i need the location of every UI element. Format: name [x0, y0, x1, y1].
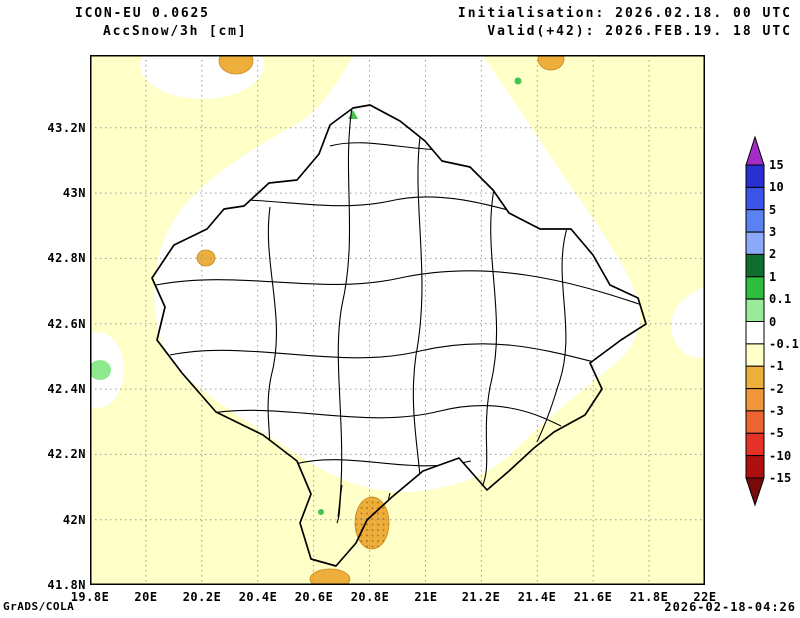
- colorbar-label: 5: [769, 203, 777, 217]
- y-tick-label: 41.8N: [47, 578, 86, 592]
- field-title: AccSnow/3h [cm]: [103, 24, 248, 39]
- colorbar-label: 0.1: [769, 292, 792, 306]
- valid-time-label: Valid(+42): 2026.FEB.19. 18 UTC: [487, 24, 792, 39]
- x-tick-label: 20.4E: [238, 590, 278, 604]
- x-tick-label: 20E: [134, 590, 158, 604]
- orange-blob-south-stipple: [355, 497, 389, 549]
- colorbar-label: 3: [769, 225, 777, 239]
- orange-blob-bottom: [309, 568, 351, 585]
- y-tick-label: 42.8N: [47, 251, 86, 265]
- colorbar-label: 15: [769, 158, 785, 172]
- colorbar-label: 2: [769, 247, 777, 261]
- y-tick-label: 42.6N: [47, 317, 86, 331]
- map-plot: [90, 55, 705, 585]
- x-tick-label: 20.2E: [182, 590, 222, 604]
- y-tick-label: 42N: [62, 513, 86, 527]
- colorbar-label: -2: [769, 382, 785, 396]
- green-speck-northeast: [514, 77, 522, 85]
- green-speck-south: [318, 509, 324, 515]
- y-tick-label: 42.4N: [47, 382, 86, 396]
- orange-blob-top-left: [218, 55, 254, 75]
- x-tick-label: 21E: [414, 590, 438, 604]
- y-tick-label: 42.2N: [47, 447, 86, 461]
- colorbar-label: -5: [769, 426, 785, 440]
- orange-blob-top-right: [537, 55, 565, 71]
- x-tick-label: 19.8E: [70, 590, 110, 604]
- colorbar-bottom-triangle: [745, 477, 765, 507]
- graticule-layer: [90, 55, 705, 585]
- x-tick-label: 21.2E: [461, 590, 501, 604]
- x-tick-label: 21.6E: [573, 590, 613, 604]
- plot-frame: [90, 55, 705, 585]
- colorbar-label: 1: [769, 270, 777, 284]
- kosovo-border: [151, 104, 647, 567]
- x-tick-label: 21.8E: [629, 590, 669, 604]
- colorbar-label: -1: [769, 359, 785, 373]
- x-tick-label: 20.8E: [350, 590, 390, 604]
- colorbar: [745, 135, 765, 507]
- x-tick-label: 22E: [693, 590, 717, 604]
- white-region-east: [671, 287, 705, 358]
- colorbar-label: -15: [769, 471, 792, 485]
- colorbar-label: -3: [769, 404, 785, 418]
- timestamp-label: 2026-02-18-04:26: [664, 600, 796, 614]
- white-region-main: [154, 55, 641, 493]
- model-title: ICON-EU 0.0625: [75, 6, 210, 21]
- colorbar-label: 0: [769, 315, 777, 329]
- colorbar-label: -10: [769, 449, 792, 463]
- colorbar-top-triangle: [745, 135, 765, 166]
- colorbar-label: 10: [769, 180, 785, 194]
- grads-credit: GrADS/COLA: [3, 600, 75, 613]
- colorbar-label: -0.1: [769, 337, 800, 351]
- shading-layer: [90, 55, 705, 585]
- y-tick-label: 43.2N: [47, 121, 86, 135]
- green-patch-west: [90, 360, 111, 380]
- init-time-label: Initialisation: 2026.02.18. 00 UTC: [457, 6, 792, 21]
- y-tick-label: 43N: [62, 186, 86, 200]
- x-tick-label: 20.6E: [294, 590, 334, 604]
- x-tick-label: 21.4E: [517, 590, 557, 604]
